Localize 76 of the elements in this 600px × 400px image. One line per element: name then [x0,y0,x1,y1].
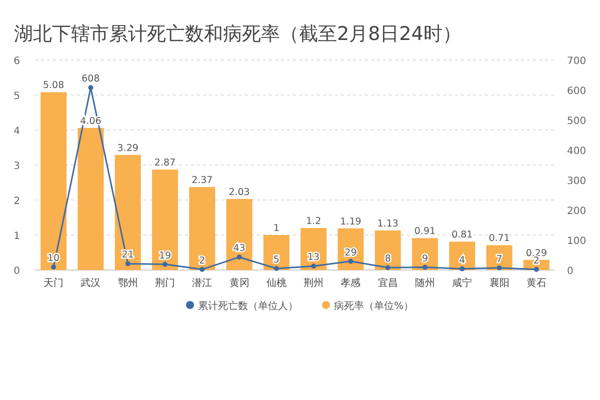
y2-tick-label: 600 [567,86,586,97]
x-tick-label: 荆州 [304,277,324,289]
point [422,264,428,270]
bar [189,187,216,270]
y2-tick-label: 200 [567,206,586,217]
data-label: 1.2 [306,216,322,227]
data-label: 29 [344,247,357,258]
point [51,264,56,270]
point [236,254,242,260]
legend-label: 累计死亡数（单位人） [198,300,298,312]
data-label: 5.08 [42,80,64,92]
point [162,262,168,267]
data-label: 608 [82,74,100,85]
x-tick-label: 天门 [44,277,64,289]
point [496,265,502,270]
point [534,266,539,272]
y2-tick-label: 300 [567,176,586,187]
bar [226,198,252,270]
point [348,258,354,264]
bar [114,154,141,270]
data-label: 43 [233,243,246,254]
x-tick-label: 潜江 [192,277,212,289]
point [385,265,390,270]
y2-tick-label: 500 [567,116,586,127]
data-label: 0.71 [488,233,510,244]
x-tick-label: 荆门 [155,277,175,289]
point [460,266,465,272]
x-tick-label: 仙桃 [266,277,286,289]
x-tick-label: 孝感 [340,277,361,289]
x-tick-label: 襄阳 [489,277,510,289]
bar [152,170,178,270]
data-label: 2.87 [154,158,176,169]
data-label: 19 [158,250,172,262]
data-label: 13 [308,252,320,264]
data-label: 1.13 [377,218,398,230]
x-tick-label: 咸宁 [452,277,472,289]
y2-tick-label: 700 [567,56,586,67]
data-label: 7 [496,254,502,265]
data-label: 0.91 [414,226,436,238]
data-label: 2.37 [192,175,213,186]
data-label: 4 [459,254,466,266]
y-tick-label: 6 [14,56,20,67]
x-tick-label: 黄石 [526,277,546,289]
point [274,266,279,271]
point [88,85,94,90]
data-label: 0.81 [452,230,473,241]
bar [412,238,438,270]
data-label: 5 [273,254,280,266]
x-tick-label: 黄冈 [229,277,250,289]
x-tick-label: 武汉 [80,277,101,289]
data-label: 1 [273,223,280,234]
point [311,264,316,269]
data-label: 2 [199,255,206,266]
chart-title: 湖北下辖市累计死亡数和病死率（截至2月8日24时） [14,23,462,45]
data-label: 3.29 [117,142,138,154]
point [125,261,130,266]
y-tick-label: 3 [14,161,20,172]
data-label: 9 [422,253,428,264]
y-tick-label: 4 [14,126,20,137]
y2-tick-label: 100 [567,236,586,247]
x-tick-label: 鄂州 [118,277,138,289]
legend-label: 病死率（单位%） [334,300,414,312]
bar [40,92,67,270]
point [200,266,205,272]
data-label: 2.03 [228,186,250,198]
bar [78,128,104,270]
y-tick-label: 1 [14,231,20,242]
y-tick-label: 0 [14,266,20,277]
y2-tick-label: 0 [567,266,574,277]
y-tick-label: 2 [14,196,20,207]
data-label: 1.19 [340,216,362,228]
y2-tick-label: 400 [567,146,586,157]
data-label: 8 [384,254,391,265]
x-tick-label: 宜昌 [378,277,398,289]
y-tick-label: 5 [14,91,20,102]
x-tick-label: 随州 [415,277,435,289]
